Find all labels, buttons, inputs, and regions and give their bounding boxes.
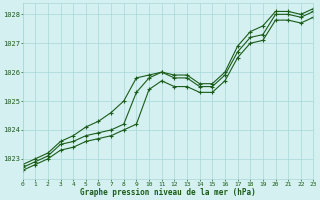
X-axis label: Graphe pression niveau de la mer (hPa): Graphe pression niveau de la mer (hPa) [80, 188, 256, 197]
